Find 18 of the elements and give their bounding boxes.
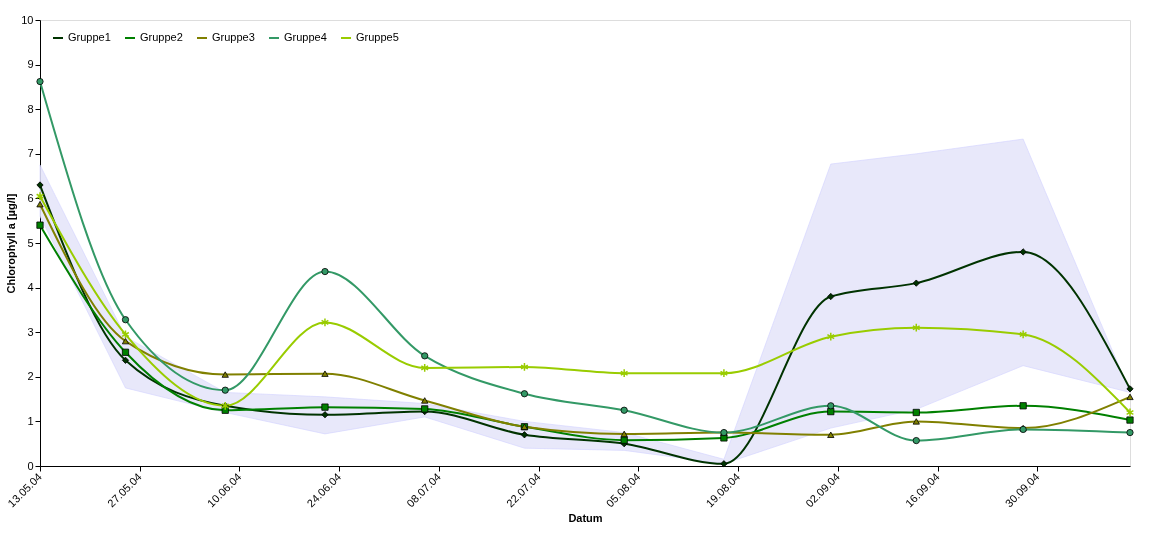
legend-label: Gruppe1 <box>68 31 111 43</box>
x-axis-title: Datum <box>568 512 603 525</box>
legend-label: Gruppe3 <box>212 31 255 43</box>
y-tick-label: 0 <box>27 459 34 472</box>
legend-label: Gruppe5 <box>356 31 399 43</box>
y-tick-label: 7 <box>27 147 34 160</box>
y-tick-label: 3 <box>27 325 34 338</box>
y-tick-label: 6 <box>27 191 34 204</box>
legend-label: Gruppe4 <box>284 31 327 43</box>
y-tick-label: 2 <box>27 370 34 383</box>
y-tick-label: 10 <box>21 13 34 26</box>
y-tick-label: 1 <box>27 414 34 427</box>
y-tick-label: 5 <box>27 236 34 249</box>
y-tick-label: 8 <box>27 102 34 115</box>
y-tick-label: 9 <box>27 58 34 71</box>
y-axis-title: Chlorophyll a [µg/l] <box>5 193 18 294</box>
legend-label: Gruppe2 <box>140 31 183 43</box>
y-tick-label: 4 <box>27 281 34 294</box>
